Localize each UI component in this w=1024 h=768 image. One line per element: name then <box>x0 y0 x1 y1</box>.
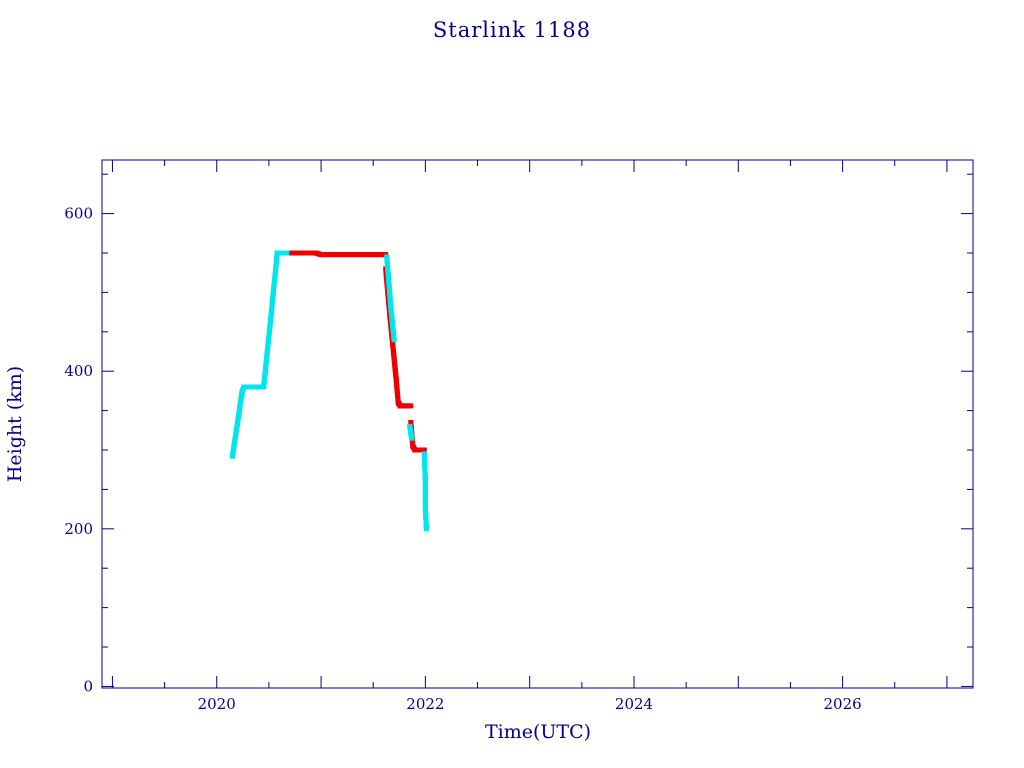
data-point <box>421 447 427 453</box>
chart-title: Starlink 1188 <box>433 18 591 42</box>
x-tick-label-2024: 2024 <box>615 695 653 713</box>
data-point <box>391 337 397 343</box>
x-tick-label-2026: 2026 <box>824 695 862 713</box>
y-tick-label-400: 400 <box>64 362 93 380</box>
plot-frame <box>101 159 974 689</box>
x-axis-label: Time(UTC) <box>485 721 591 743</box>
y-axis-label: Height (km) <box>4 366 26 482</box>
y-tick-label-600: 600 <box>64 205 93 223</box>
x-tick-label-2020: 2020 <box>198 695 236 713</box>
data-point <box>408 403 414 409</box>
data-point <box>423 526 429 532</box>
axis-ticks <box>102 160 973 688</box>
data-points <box>229 250 429 532</box>
y-tick-label-0: 0 <box>83 677 93 695</box>
y-tick-label-200: 200 <box>64 520 93 538</box>
data-point <box>409 435 415 441</box>
x-tick-label-2022: 2022 <box>406 695 444 713</box>
